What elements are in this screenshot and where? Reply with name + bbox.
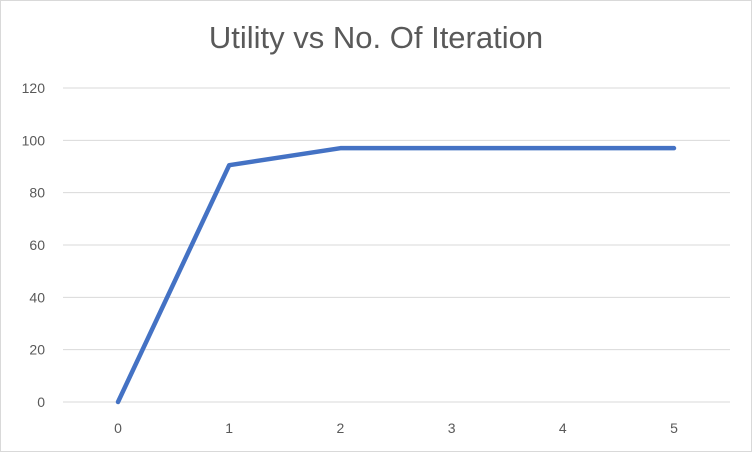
y-tick-label: 80 xyxy=(29,185,45,201)
y-tick-label: 0 xyxy=(37,394,45,410)
y-tick-label: 20 xyxy=(29,342,45,358)
x-tick-label: 4 xyxy=(559,420,567,436)
x-tick-label: 0 xyxy=(114,420,122,436)
series-layer xyxy=(115,145,677,405)
y-axis-tick-labels: 0 20 40 60 80 100 120 xyxy=(22,80,46,410)
chart-title: Utility vs No. Of Iteration xyxy=(208,20,544,55)
x-tick-label: 1 xyxy=(225,420,233,436)
series-line-0 xyxy=(115,145,677,405)
y-tick-label: 100 xyxy=(22,132,46,148)
y-tick-label: 60 xyxy=(29,237,45,253)
y-tick-label: 40 xyxy=(29,289,45,305)
y-tick-label: 120 xyxy=(22,80,46,96)
gridlines xyxy=(63,87,730,403)
x-tick-label: 2 xyxy=(337,420,345,436)
x-tick-label: 3 xyxy=(448,420,456,436)
x-axis-tick-labels: 0 1 2 3 4 5 xyxy=(114,420,678,436)
x-tick-label: 5 xyxy=(670,420,678,436)
